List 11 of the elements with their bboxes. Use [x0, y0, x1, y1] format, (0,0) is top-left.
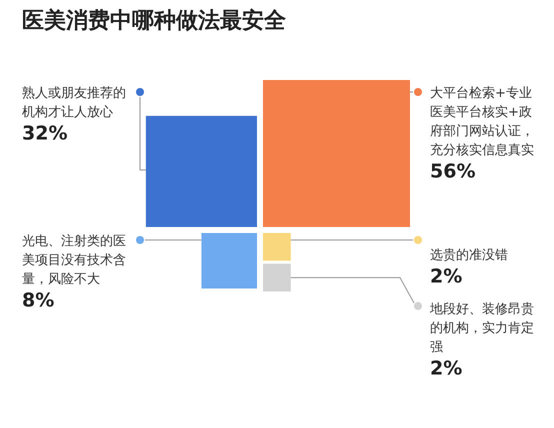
- data-label: 2%: [430, 358, 462, 380]
- data-label: 56%: [430, 160, 476, 182]
- text: 医美消费中哪种做法最安全: [22, 8, 287, 34]
- category-label: 大平台检索+专业医美平台核实+政府部门网站认证，充分核实信息真实: [430, 86, 534, 158]
- data-label: 32%: [22, 122, 68, 144]
- data-label: 2%: [430, 266, 462, 288]
- data-label: 8%: [22, 290, 54, 312]
- category-label: 光电、注射类的医美项目没有技术含量，风险不大: [22, 234, 126, 287]
- category-label: 地段好、装修昂贵的机构，实力肯定强: [429, 302, 534, 355]
- category-label: 选贵的准没错: [430, 248, 508, 263]
- category-label: 熟人或朋友推荐的机构才让人放心: [22, 86, 126, 120]
